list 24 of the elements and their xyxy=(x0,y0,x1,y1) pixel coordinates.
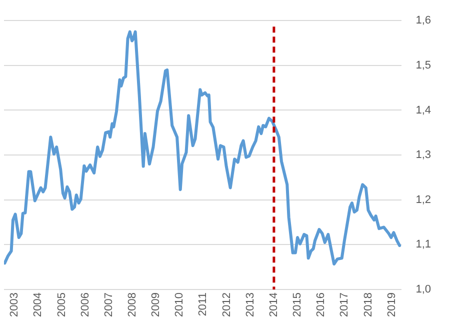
x-tick-label: 2007 xyxy=(102,292,115,318)
x-tick-label: 2010 xyxy=(174,292,186,318)
x-tick-label: 2012 xyxy=(220,292,233,318)
y-tick-label: 1,2 xyxy=(416,194,432,206)
y-tick-label: 1,0 xyxy=(416,284,432,296)
y-tick-label: 1,3 xyxy=(416,149,432,162)
x-tick-label: 2015 xyxy=(292,292,304,318)
x-tick-label: 2011 xyxy=(197,292,210,316)
x-tick-label: 2009 xyxy=(150,292,162,318)
y-tick-label: 1,1 xyxy=(416,238,432,251)
x-tick-label: 2013 xyxy=(244,292,256,318)
y-tick-label: 1,4 xyxy=(416,104,432,116)
x-tick-label: 2008 xyxy=(126,292,139,318)
x-tick-label: 2018 xyxy=(362,292,374,318)
y-tick-label: 1,6 xyxy=(416,14,432,27)
x-tick-label: 2004 xyxy=(32,292,44,318)
y-tick-label: 1,5 xyxy=(416,59,432,72)
x-tick-label: 2019 xyxy=(386,292,398,318)
x-tick-label: 2017 xyxy=(338,292,351,318)
x-tick-label: 2016 xyxy=(315,292,328,318)
x-tick-label: 2006 xyxy=(79,292,92,318)
x-tick-label: 2014 xyxy=(268,292,280,318)
x-tick-label: 2003 xyxy=(8,292,21,318)
x-tick-label: 2005 xyxy=(56,292,68,318)
